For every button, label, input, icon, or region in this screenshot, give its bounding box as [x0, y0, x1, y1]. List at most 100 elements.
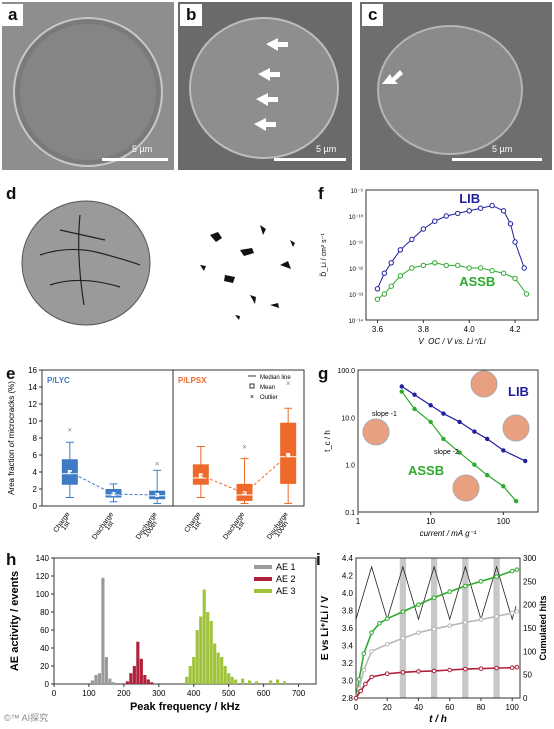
x-axis-label: current / mA g⁻¹ [420, 529, 477, 538]
y-tick-label: 0.1 [345, 510, 355, 517]
y2-tick-label: 100 [523, 647, 537, 656]
bar [206, 612, 210, 684]
y-tick-label: 3.0 [342, 677, 354, 686]
y2-tick-label: 150 [523, 624, 537, 633]
bar [241, 678, 245, 684]
panel-letter-c: c [362, 4, 384, 26]
y2-tick-label: 0 [523, 694, 528, 703]
outlier-marker: × [242, 443, 247, 452]
scale-bar-a [102, 158, 168, 161]
y-tick-label: 100 [36, 590, 50, 599]
data-point [369, 630, 374, 635]
panel-letter-h: h [6, 550, 17, 569]
x-tick-label: 1st [104, 520, 115, 532]
y-axis-label: Area fraction of microcracks (%) [7, 381, 16, 495]
bar [132, 666, 136, 684]
y-tick-label: 0 [45, 680, 50, 689]
x-tick-label: 1st [191, 520, 202, 532]
bar [136, 641, 140, 684]
x-tick-label: 300 [152, 689, 166, 698]
y-tick-label: 16 [28, 366, 37, 375]
bar [97, 673, 101, 684]
x-tick-label: 400 [187, 689, 201, 698]
data-point [412, 406, 417, 412]
x-tick-label: 100 [506, 703, 520, 712]
data-point [466, 265, 472, 271]
shaded-band [462, 558, 469, 698]
data-point [420, 262, 427, 269]
y-tick-label: 6 [33, 451, 38, 460]
y-tick-label: 4 [33, 468, 38, 477]
particle-icon [502, 414, 530, 442]
x-tick-label: 1st [60, 520, 71, 532]
data-point [472, 429, 477, 434]
panel-letter-e: e [6, 364, 16, 383]
y-tick-label: 14 [28, 383, 37, 392]
bar [146, 679, 150, 684]
y-tick-label: 1.0 [345, 463, 355, 470]
mean-marker [198, 473, 203, 478]
bar [111, 682, 115, 684]
series-line [377, 205, 525, 290]
y-tick-label: 10⁻¹³ [349, 293, 363, 299]
data-point [455, 210, 461, 217]
mean-marker [155, 492, 160, 497]
scale-label-c: 5 µm [492, 144, 513, 154]
x-axis-label: V_OC / V vs. Li⁺/Li [418, 337, 486, 344]
sem-particle-c [360, 2, 552, 170]
data-point [358, 688, 363, 694]
legend-outlier-swatch: × [250, 394, 254, 401]
bar [209, 621, 213, 684]
data-point [369, 674, 374, 680]
panel-letter-i: i [316, 550, 321, 569]
plot-frame [357, 369, 539, 513]
panel-letter-d: d [6, 184, 17, 203]
legend-mean-swatch [249, 383, 255, 389]
data-point [443, 262, 449, 269]
y2-axis-label: Cumulated hits [538, 595, 548, 660]
shaded-band [493, 558, 500, 698]
series-label: ASSB [459, 274, 495, 289]
data-point [512, 275, 518, 282]
plot-frame [355, 557, 521, 699]
bar [248, 680, 252, 684]
data-point [514, 609, 520, 614]
bar [220, 657, 224, 684]
data-point [514, 567, 520, 572]
data-point [381, 270, 388, 276]
data-point [447, 589, 453, 594]
data-point [523, 291, 530, 297]
y-tick-label: 10⁻¹² [349, 267, 363, 273]
outlier-marker: × [286, 379, 291, 388]
x-tick-label: 100 [82, 689, 96, 698]
data-point [501, 448, 506, 453]
legend-label: Median line [260, 375, 291, 381]
outlier-marker: × [67, 426, 72, 435]
bar [150, 682, 154, 684]
data-point [431, 595, 437, 600]
data-point [463, 666, 468, 672]
y2-tick-label: 50 [523, 671, 532, 680]
plot-frame [365, 189, 539, 321]
y2-tick-label: 300 [523, 554, 537, 563]
y-tick-label: 40 [40, 644, 49, 653]
x-tick-label: 100 [497, 517, 511, 526]
data-point [428, 403, 433, 408]
y-tick-label: 0 [33, 502, 38, 511]
data-point [500, 270, 507, 276]
y-tick-label: 10 [28, 417, 37, 426]
bar [234, 679, 238, 684]
data-point [374, 286, 381, 292]
y-tick-label: 12 [28, 400, 37, 409]
x-tick-label: 600 [257, 689, 271, 698]
bar [202, 589, 206, 684]
data-point [477, 205, 484, 211]
y-tick-label: 60 [40, 626, 49, 635]
y-tick-label: 10⁻¹⁰ [349, 214, 364, 221]
data-point [485, 436, 490, 442]
y-tick-label: 2.8 [342, 694, 354, 703]
particle-icon [452, 474, 480, 502]
data-point [513, 498, 519, 504]
y-tick-label: 3.4 [342, 642, 354, 651]
legend-label: Mean [260, 385, 275, 391]
